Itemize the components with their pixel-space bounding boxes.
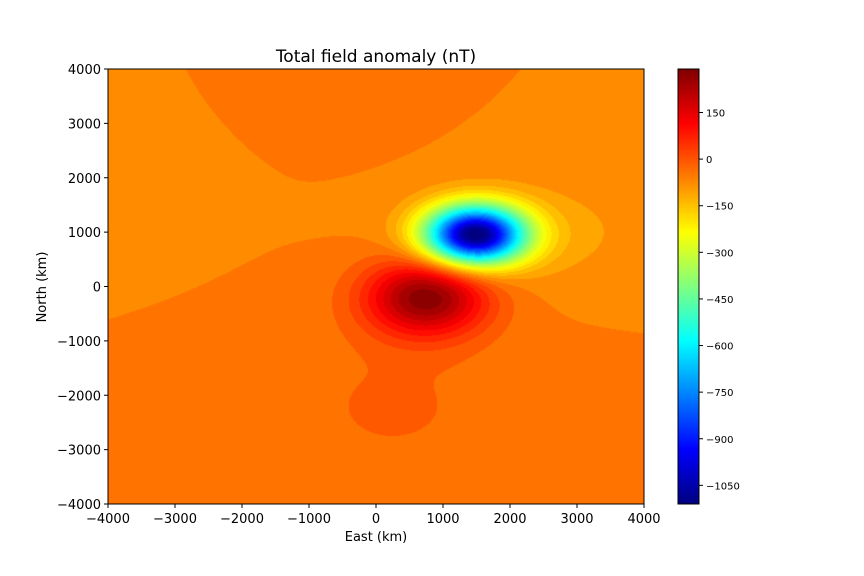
colorbar-tick-label: 150 [706, 109, 725, 120]
colorbar-tick-label: −1050 [706, 481, 740, 492]
colorbar-tick-label: −450 [706, 295, 733, 306]
y-tick-label: 3000 [68, 117, 101, 132]
heatmap-plot-area [107, 68, 645, 505]
x-axis: −4000 −3000 −2000 −1000 0 1000 2000 3000 4000 [86, 504, 661, 527]
colorbar-frame [677, 68, 700, 505]
y-tick-label: 2000 [68, 172, 101, 187]
x-tick-label: −3000 [153, 512, 197, 527]
chart-title: Total field anomaly (nT) [275, 47, 476, 67]
y-axis: −4000 −3000 −2000 −1000 0 1000 2000 3000 4000 [57, 63, 108, 513]
y-tick-label: −2000 [57, 389, 101, 404]
x-tick-label: 4000 [627, 512, 660, 527]
y-tick-label: 1000 [68, 226, 101, 241]
colorbar-tick-label: −150 [706, 202, 733, 213]
x-tick-label: −4000 [86, 512, 130, 527]
colorbar-tick-label: −600 [706, 342, 733, 353]
y-tick-label: −1000 [57, 335, 101, 350]
colorbar: 150 0 −150 −300 −450 −600 −750 −900 −1050 [677, 68, 740, 505]
y-tick-label: −4000 [57, 498, 101, 513]
x-tick-label: −1000 [287, 512, 331, 527]
x-tick-label: 3000 [560, 512, 593, 527]
x-axis-label: East (km) [345, 530, 408, 545]
colorbar-tick-label: −300 [706, 248, 733, 259]
x-tick-label: 2000 [493, 512, 526, 527]
y-axis-label: North (km) [35, 252, 50, 323]
colorbar-tick-label: 0 [706, 155, 712, 166]
y-tick-label: 4000 [68, 63, 101, 78]
colorbar-ticks: 150 0 −150 −300 −450 −600 −750 −900 −1050 [699, 109, 740, 492]
colorbar-tick-label: −750 [706, 388, 733, 399]
y-tick-label: −3000 [57, 444, 101, 459]
colorbar-tick-label: −900 [706, 435, 733, 446]
x-tick-label: 0 [372, 512, 380, 527]
x-tick-label: −2000 [220, 512, 264, 527]
colorbar-gradient [678, 69, 699, 504]
y-tick-label: 0 [93, 281, 101, 296]
x-tick-label: 1000 [426, 512, 459, 527]
heatmap-image [108, 69, 644, 504]
